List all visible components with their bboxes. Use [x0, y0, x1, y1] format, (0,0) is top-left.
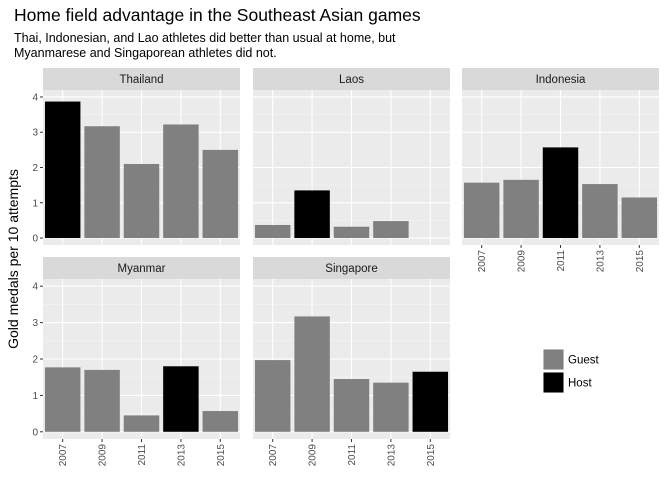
facet-strip	[253, 68, 450, 90]
bar-thailand-2013	[163, 124, 199, 239]
x-tick-label: 2007	[268, 444, 279, 467]
x-tick-label: 2013	[386, 444, 397, 467]
bar-myanmar-2011	[123, 415, 160, 432]
facet-strip-label: Laos	[339, 74, 364, 86]
chart-title: Home field advantage in the Southeast As…	[14, 5, 421, 25]
bar-laos-2013	[373, 221, 409, 239]
bar-singapore-2013	[373, 382, 409, 432]
legend-key-host	[543, 372, 564, 393]
bar-indonesia-2007	[463, 182, 500, 239]
x-tick-label: 2009	[517, 250, 528, 273]
x-tick-label: 2015	[635, 250, 646, 273]
facet-strip-label: Indonesia	[536, 74, 586, 86]
y-tick-label: 4	[32, 92, 38, 103]
bar-thailand-2011	[123, 163, 160, 239]
facet-strip-label: Thailand	[119, 74, 163, 86]
bar-singapore-2011	[333, 379, 370, 432]
facet-panel-laos: Laos	[253, 68, 450, 245]
facet-panel-singapore: Singapore 2007 2009 2011 2013 2015	[253, 257, 450, 466]
facet-strip	[43, 257, 240, 279]
bar-myanmar-2015	[202, 411, 239, 432]
y-tick-label: 0	[32, 427, 38, 438]
subtitle-line: Myanmarese and Singaporean athletes did …	[14, 45, 277, 60]
x-tick-label: 2011	[347, 444, 358, 466]
chart-subtitle: Thai, Indonesian, and Lao athletes did b…	[14, 31, 474, 60]
legend-label-guest: Guest	[568, 355, 599, 367]
x-tick-label: 2015	[426, 444, 437, 467]
facet-strip	[462, 68, 659, 90]
bar-singapore-2007	[254, 360, 291, 432]
facet-strip-label: Singapore	[325, 263, 377, 275]
bar-singapore-2009	[294, 316, 330, 432]
bar-thailand-2009	[84, 126, 120, 239]
y-tick-label: 1	[32, 391, 38, 402]
facet-panel-indonesia: Indonesia 2007 2009 2011 2013 2015	[462, 68, 659, 272]
x-tick-label: 2013	[176, 444, 187, 467]
legend: Guest Host	[543, 349, 599, 393]
x-tick-label: 2015	[216, 444, 227, 467]
bar-indonesia-2009	[503, 179, 539, 239]
x-tick-label: 2009	[308, 444, 319, 467]
bar-myanmar-2013	[163, 366, 199, 432]
y-tick-label: 4	[32, 282, 38, 293]
x-tick-label: 2011	[556, 250, 567, 272]
bar-thailand-2007	[44, 101, 81, 239]
y-tick-label: 1	[32, 198, 38, 209]
bar-indonesia-2011	[542, 147, 579, 239]
legend-label-host: Host	[568, 378, 592, 390]
facet-strip	[253, 257, 450, 279]
x-tick-label: 2013	[595, 250, 606, 273]
bar-indonesia-2013	[582, 184, 618, 239]
y-tick-label: 2	[32, 355, 38, 366]
y-tick-label: 0	[32, 234, 38, 245]
bar-laos-2007	[254, 224, 291, 239]
facet-strip-label: Myanmar	[118, 263, 166, 275]
legend-key-guest	[543, 349, 564, 370]
y-tick-label: 3	[32, 128, 38, 139]
bar-singapore-2015	[412, 371, 449, 432]
x-tick-label: 2009	[98, 444, 109, 467]
facet-strip	[43, 68, 240, 90]
facet-panel-myanmar: Myanmar 0 1 2 3 4 2007 2009 2011 2013 2015	[32, 257, 240, 466]
x-tick-label: 2007	[58, 444, 69, 467]
bar-myanmar-2009	[84, 369, 120, 432]
bar-laos-2009	[294, 190, 330, 239]
bar-laos-2011	[333, 226, 370, 239]
subtitle-line: Thai, Indonesian, and Lao athletes did b…	[14, 31, 396, 45]
bar-myanmar-2007	[44, 367, 81, 432]
bar-indonesia-2015	[621, 197, 658, 239]
facet-panel-thailand: Thailand 0 1 2 3 4	[32, 68, 240, 245]
x-tick-label: 2007	[477, 250, 488, 273]
bar-thailand-2015	[202, 149, 239, 239]
x-tick-label: 2011	[137, 444, 148, 466]
y-tick-label: 2	[32, 163, 38, 174]
y-axis-label: Gold medals per 10 attempts	[5, 169, 21, 349]
y-tick-label: 3	[32, 318, 38, 329]
